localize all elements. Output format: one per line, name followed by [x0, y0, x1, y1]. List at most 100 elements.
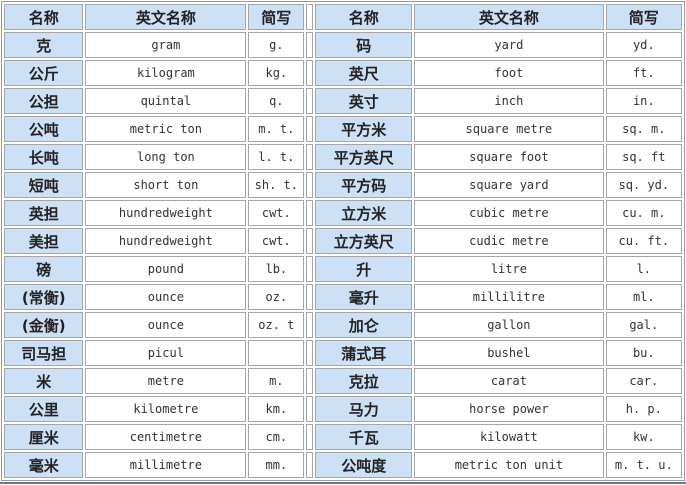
- unit-english-cell: kilometre: [85, 396, 247, 422]
- unit-name-cell: 英寸: [315, 88, 413, 114]
- unit-english-cell: cudic metre: [414, 228, 604, 254]
- header-name-right: 名称: [315, 4, 413, 30]
- unit-name-cell: 加仑: [315, 312, 413, 338]
- unit-abbr-cell: car.: [605, 368, 682, 394]
- unit-english-cell: millilitre: [414, 284, 604, 310]
- unit-abbr-cell: km.: [248, 396, 305, 422]
- spacer-cell: [306, 284, 314, 310]
- unit-abbr-cell: gal.: [605, 312, 682, 338]
- unit-name-cell: 平方英尺: [315, 144, 413, 170]
- unit-abbr-cell: g.: [248, 32, 305, 58]
- unit-name-cell: 平方米: [315, 116, 413, 142]
- unit-name-cell: 长吨: [4, 144, 84, 170]
- table-row: 厘米 centimetre cm. 千瓦 kilowatt kw.: [4, 424, 682, 450]
- unit-english-cell: horse power: [414, 396, 604, 422]
- unit-name-cell: 司马担: [4, 340, 84, 366]
- unit-english-cell: metre: [85, 368, 247, 394]
- unit-abbr-cell: [248, 340, 305, 366]
- unit-english-cell: metric ton: [85, 116, 247, 142]
- table-row: 英担 hundredweight cwt. 立方米 cubic metre cu. m.: [4, 200, 682, 226]
- unit-name-cell: (常衡): [4, 284, 84, 310]
- unit-english-cell: centimetre: [85, 424, 247, 450]
- unit-english-cell: quintal: [85, 88, 247, 114]
- spacer-cell: [306, 116, 314, 142]
- unit-abbr-cell: sh. t.: [248, 172, 305, 198]
- unit-abbr-cell: ml.: [605, 284, 682, 310]
- table-row: 磅 pound lb. 升 litre l.: [4, 256, 682, 282]
- table-row: 公里 kilometre km. 马力 horse power h. p.: [4, 396, 682, 422]
- unit-abbr-cell: q.: [248, 88, 305, 114]
- table-row: 克 gram g. 码 yard yd.: [4, 32, 682, 58]
- table-row: 长吨 long ton l. t. 平方英尺 square foot sq. ft: [4, 144, 682, 170]
- unit-name-cell: 马力: [315, 396, 413, 422]
- spacer-cell: [306, 4, 314, 30]
- unit-name-cell: 升: [315, 256, 413, 282]
- unit-english-cell: millimetre: [85, 452, 247, 478]
- unit-english-cell: square foot: [414, 144, 604, 170]
- unit-name-cell: 千瓦: [315, 424, 413, 450]
- unit-english-cell: yard: [414, 32, 604, 58]
- units-table-body: 克 gram g. 码 yard yd. 公斤 kilogram kg. 英尺 foot ft. 公担 q…: [4, 32, 682, 478]
- unit-abbr-cell: ft.: [605, 60, 682, 86]
- spacer-cell: [306, 228, 314, 254]
- unit-abbr-cell: sq. yd.: [605, 172, 682, 198]
- unit-name-cell: 公里: [4, 396, 84, 422]
- spacer-cell: [306, 88, 314, 114]
- table-row: 公斤 kilogram kg. 英尺 foot ft.: [4, 60, 682, 86]
- unit-english-cell: inch: [414, 88, 604, 114]
- table-row: (金衡) ounce oz. t 加仑 gallon gal.: [4, 312, 682, 338]
- unit-english-cell: metric ton unit: [414, 452, 604, 478]
- unit-abbr-cell: m.: [248, 368, 305, 394]
- table-row: 公吨 metric ton m. t. 平方米 square metre sq. m.: [4, 116, 682, 142]
- unit-name-cell: (金衡): [4, 312, 84, 338]
- unit-abbr-cell: cwt.: [248, 200, 305, 226]
- spacer-cell: [306, 256, 314, 282]
- unit-abbr-cell: cwt.: [248, 228, 305, 254]
- spacer-cell: [306, 32, 314, 58]
- unit-name-cell: 克拉: [315, 368, 413, 394]
- unit-name-cell: 立方米: [315, 200, 413, 226]
- header-row: 名称 英文名称 简写 名称 英文名称 简写: [4, 4, 682, 30]
- unit-abbr-cell: yd.: [605, 32, 682, 58]
- unit-english-cell: ounce: [85, 312, 247, 338]
- unit-name-cell: 公吨: [4, 116, 84, 142]
- unit-name-cell: 公吨度: [315, 452, 413, 478]
- table-row: 毫米 millimetre mm. 公吨度 metric ton unit m. t. u…: [4, 452, 682, 478]
- unit-english-cell: square metre: [414, 116, 604, 142]
- unit-english-cell: cubic metre: [414, 200, 604, 226]
- unit-english-cell: kilowatt: [414, 424, 604, 450]
- unit-english-cell: foot: [414, 60, 604, 86]
- unit-name-cell: 毫升: [315, 284, 413, 310]
- unit-name-cell: 码: [315, 32, 413, 58]
- unit-english-cell: hundredweight: [85, 228, 247, 254]
- table-row: (常衡) ounce oz. 毫升 millilitre ml.: [4, 284, 682, 310]
- unit-abbr-cell: sq. m.: [605, 116, 682, 142]
- unit-english-cell: bushel: [414, 340, 604, 366]
- header-abbr-left: 简写: [248, 4, 305, 30]
- spacer-cell: [306, 424, 314, 450]
- unit-abbr-cell: oz.: [248, 284, 305, 310]
- header-abbr-right: 简写: [605, 4, 682, 30]
- unit-english-cell: gallon: [414, 312, 604, 338]
- unit-abbr-cell: h. p.: [605, 396, 682, 422]
- unit-english-cell: ounce: [85, 284, 247, 310]
- unit-english-cell: picul: [85, 340, 247, 366]
- unit-abbr-cell: cu. ft.: [605, 228, 682, 254]
- spacer-cell: [306, 172, 314, 198]
- unit-english-cell: long ton: [85, 144, 247, 170]
- unit-abbr-cell: bu.: [605, 340, 682, 366]
- table-row: 司马担 picul 蒲式耳 bushel bu.: [4, 340, 682, 366]
- unit-name-cell: 平方码: [315, 172, 413, 198]
- spacer-cell: [306, 144, 314, 170]
- spacer-cell: [306, 452, 314, 478]
- table-row: 短吨 short ton sh. t. 平方码 square yard sq. yd.: [4, 172, 682, 198]
- header-name-left: 名称: [4, 4, 84, 30]
- unit-abbr-cell: kw.: [605, 424, 682, 450]
- unit-abbr-cell: m. t. u.: [605, 452, 682, 478]
- unit-abbr-cell: sq. ft: [605, 144, 682, 170]
- unit-english-cell: short ton: [85, 172, 247, 198]
- unit-name-cell: 美担: [4, 228, 84, 254]
- unit-english-cell: kilogram: [85, 60, 247, 86]
- unit-english-cell: pound: [85, 256, 247, 282]
